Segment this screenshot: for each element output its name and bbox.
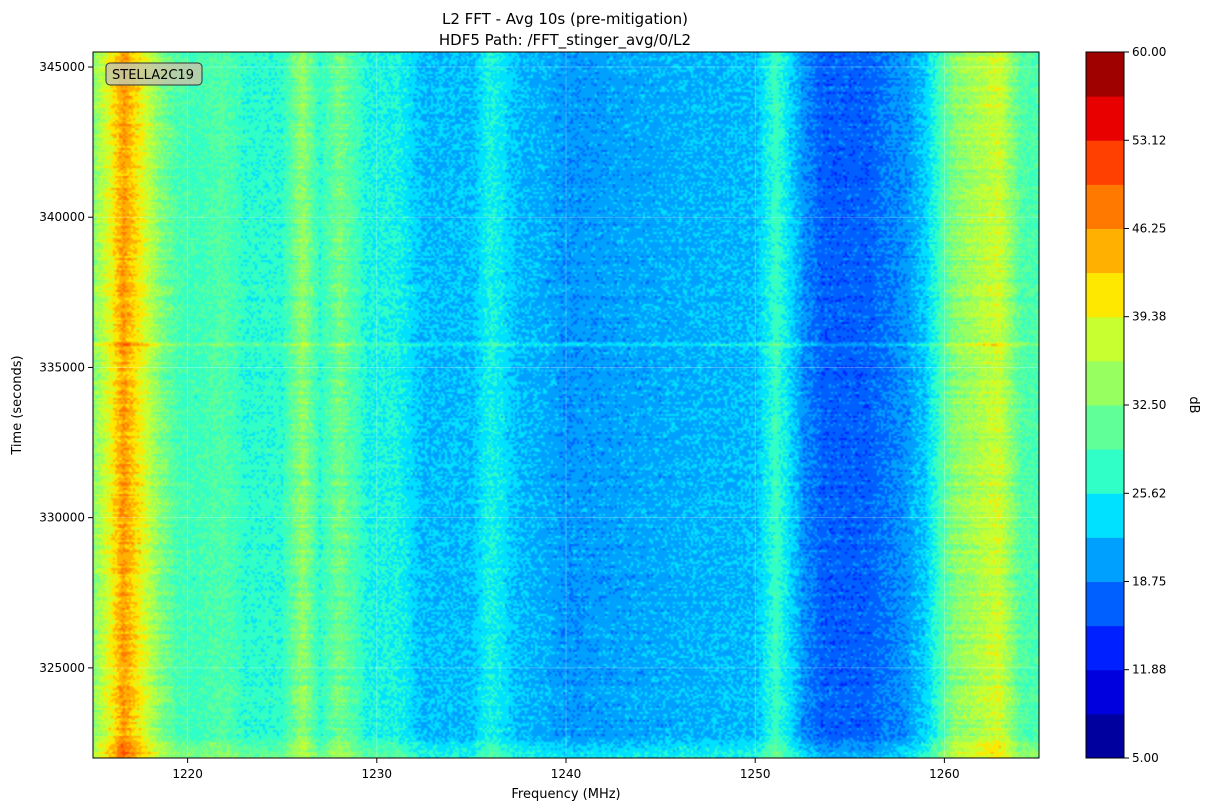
- colorbar-band: [1086, 493, 1124, 538]
- colorbar-band: [1086, 669, 1124, 715]
- station-annotation: STELLA2C19: [105, 62, 203, 86]
- x-tick-label: 1230: [362, 767, 393, 781]
- colorbar-band: [1086, 184, 1124, 229]
- x-axis-label: Frequency (MHz): [511, 787, 620, 802]
- colorbar-tick-label: 5.00: [1132, 751, 1159, 765]
- x-tick-label: 1240: [551, 767, 582, 781]
- spectrogram-heatmap: [93, 52, 1039, 758]
- x-tick-label: 1220: [172, 767, 203, 781]
- colorbar-band: [1086, 52, 1124, 97]
- colorbar-bands: [1086, 52, 1124, 759]
- y-tick-label: 335000: [39, 360, 85, 374]
- x-axis: 1220 1230 1240 1250 1260: [172, 758, 960, 781]
- plot-area: 1220 1230 1240 1250 1260 3250003300003350003…: [39, 51, 1040, 781]
- y-tick-label: 330000: [39, 511, 85, 525]
- colorbar-band: [1086, 96, 1124, 141]
- colorbar-tick-label: 39.38: [1132, 310, 1166, 324]
- colorbar-band: [1086, 713, 1124, 759]
- colorbar-band: [1086, 405, 1124, 450]
- colorbar-band: [1086, 581, 1124, 627]
- y-axis: 325000 330000 335000 340000 345000: [39, 60, 93, 675]
- colorbar-tick-label: 32.50: [1132, 398, 1166, 412]
- colorbar-band: [1086, 449, 1124, 494]
- y-axis-label: Time (seconds): [10, 355, 25, 455]
- x-tick-label: 1250: [740, 767, 771, 781]
- colorbar-band: [1086, 537, 1124, 582]
- colorbar-tick-label: 53.12: [1132, 133, 1166, 147]
- y-tick-label: 345000: [39, 60, 85, 74]
- colorbar-band: [1086, 140, 1124, 185]
- colorbar-band: [1086, 360, 1124, 406]
- colorbar-band: [1086, 228, 1124, 274]
- colorbar-tick-label: 25.62: [1132, 486, 1166, 500]
- annotation-box: [105, 62, 203, 86]
- colorbar-tick-label: 60.00: [1132, 45, 1166, 59]
- colorbar-band: [1086, 316, 1124, 362]
- colorbar-band: [1086, 272, 1124, 318]
- colorbar-tick-label: 18.75: [1132, 575, 1166, 589]
- colorbar-label: dB: [1186, 396, 1201, 413]
- colorbar-tick-label: 46.25: [1132, 222, 1166, 236]
- y-tick-label: 325000: [39, 661, 85, 675]
- colorbar-band: [1086, 625, 1124, 671]
- grid-lines: [93, 52, 1039, 758]
- colorbar-ticks: 5.00 11.88 18.75 25.62 32.50 39.38 46.25 53.12 6…: [1124, 45, 1166, 765]
- colorbar-tick-label: 11.88: [1132, 663, 1166, 677]
- chart-title-line-1: L2 FFT - Avg 10s (pre-mitigation): [442, 10, 688, 28]
- colorbar: 5.00 11.88 18.75 25.62 32.50 39.38 46.25 53.12 6…: [1085, 45, 1201, 765]
- chart-title-line-2: HDF5 Path: /FFT_stinger_avg/0/L2: [439, 31, 691, 50]
- y-tick-label: 340000: [39, 210, 85, 224]
- annotation-label: STELLA2C19: [112, 68, 194, 83]
- x-tick-label: 1260: [929, 767, 960, 781]
